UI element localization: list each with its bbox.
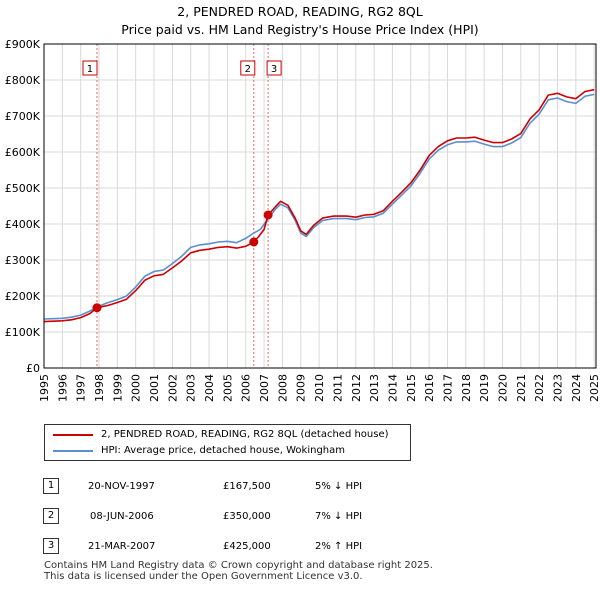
attribution-line-2: This data is licensed under the Open Gov… [44, 571, 363, 582]
chart-subtitle: Price paid vs. HM Land Registry's House … [121, 22, 479, 37]
x-tick-label: 2010 [313, 374, 326, 402]
x-tick-label: 2020 [496, 374, 509, 402]
x-tick-label: 2013 [368, 374, 381, 402]
x-tick-label: 1995 [38, 374, 51, 402]
sale-label-box [82, 60, 98, 76]
legend-label-hpi: HPI: Average price, detached house, Woki… [101, 445, 345, 456]
sale-point [263, 210, 273, 220]
chart-legend: 2, PENDRED ROAD, READING, RG2 8QL (detac… [44, 424, 411, 461]
x-tick-label: 2012 [350, 374, 363, 402]
sale-number-badge: 2 [43, 508, 59, 524]
sale-label-text: 1 [87, 64, 93, 75]
x-tick-label: 2004 [203, 374, 216, 402]
x-tick-label: 2019 [478, 374, 491, 402]
y-tick-label: £700K [5, 110, 41, 123]
sales-table: 1 20-NOV-1997 £167,500 5% ↓ HPI 2 08-JUN… [40, 471, 362, 561]
x-tick-label: 2007 [258, 374, 271, 402]
sale-date: 08-JUN-2006 [90, 510, 154, 522]
legend-swatch-hpi [53, 450, 93, 452]
x-tick-label: 2003 [185, 374, 198, 402]
sale-label-text: 3 [271, 64, 277, 75]
sale-label-box [266, 60, 282, 76]
y-tick-label: £0 [26, 362, 40, 375]
sale-label-box [240, 60, 256, 76]
table-row: 3 21-MAR-2007 £425,000 2% ↑ HPI [40, 531, 362, 561]
table-row: 1 20-NOV-1997 £167,500 5% ↓ HPI [40, 471, 362, 501]
sale-price: £167,500 [223, 480, 271, 492]
y-tick-label: £800K [5, 74, 41, 87]
x-tick-label: 2008 [276, 374, 289, 402]
x-tick-label: 1998 [93, 374, 106, 402]
x-tick-label: 2002 [166, 374, 179, 402]
attribution-footer: Contains HM Land Registry data © Crown c… [44, 560, 433, 582]
sale-hpi-comparison: 5% ↓ HPI [315, 480, 363, 492]
chart-title: 2, PENDRED ROAD, READING, RG2 8QL [177, 4, 423, 19]
x-tick-label: 2025 [588, 374, 600, 402]
x-tick-label: 2009 [295, 374, 308, 402]
x-tick-label: 2018 [460, 374, 473, 402]
table-row: 2 08-JUN-2006 £350,000 7% ↓ HPI [40, 501, 362, 531]
x-tick-label: 2000 [130, 374, 143, 402]
x-tick-label: 2015 [405, 374, 418, 402]
legend-swatch-property [53, 434, 93, 436]
x-tick-label: 2016 [423, 374, 436, 402]
x-tick-label: 2023 [551, 374, 564, 402]
sale-price: £350,000 [223, 510, 271, 522]
x-tick-label: 2021 [515, 374, 528, 402]
sale-number-badge: 3 [43, 538, 59, 554]
y-tick-label: £500K [5, 182, 41, 195]
x-tick-label: 2001 [148, 374, 161, 402]
sale-date: 20-NOV-1997 [88, 480, 155, 492]
y-tick-label: £300K [5, 254, 41, 267]
attribution-line-1: Contains HM Land Registry data © Crown c… [44, 560, 433, 571]
sale-label-text: 2 [245, 64, 251, 75]
sale-hpi-comparison: 2% ↑ HPI [315, 540, 363, 552]
x-tick-label: 2022 [533, 374, 546, 402]
plot-background [44, 44, 596, 368]
x-tick-label: 2006 [240, 374, 253, 402]
price-chart: 1 2 3 £0 £100K £200K £300K £400K £500K £600K £700… [5, 38, 600, 402]
y-tick-label: £200K [5, 290, 41, 303]
sale-price: £425,000 [223, 540, 271, 552]
sale-point [92, 303, 102, 313]
x-tick-label: 2014 [386, 374, 399, 402]
x-tick-label: 2005 [221, 374, 234, 402]
sale-hpi-comparison: 7% ↓ HPI [315, 510, 363, 522]
sale-number-badge: 1 [43, 478, 59, 494]
x-tick-label: 1997 [75, 374, 88, 402]
chart-title-block: 2, PENDRED ROAD, READING, RG2 8QL Price … [0, 3, 600, 39]
property-series-line [43, 88, 595, 323]
y-tick-label: £600K [5, 146, 41, 159]
x-tick-label: 2024 [570, 374, 583, 402]
hpi-series-line [43, 93, 595, 320]
sale-point [249, 237, 259, 247]
y-tick-label: £100K [5, 326, 41, 339]
y-tick-label: £400K [5, 218, 41, 231]
x-tick-label: 2017 [441, 374, 454, 402]
x-tick-label: 1999 [111, 374, 124, 402]
x-tick-label: 1996 [56, 374, 69, 402]
plot-frame [43, 43, 597, 369]
y-tick-label: £900K [5, 38, 41, 51]
sale-date: 21-MAR-2007 [88, 540, 156, 552]
legend-label-property: 2, PENDRED ROAD, READING, RG2 8QL (detac… [101, 429, 389, 440]
x-tick-label: 2011 [331, 374, 344, 402]
